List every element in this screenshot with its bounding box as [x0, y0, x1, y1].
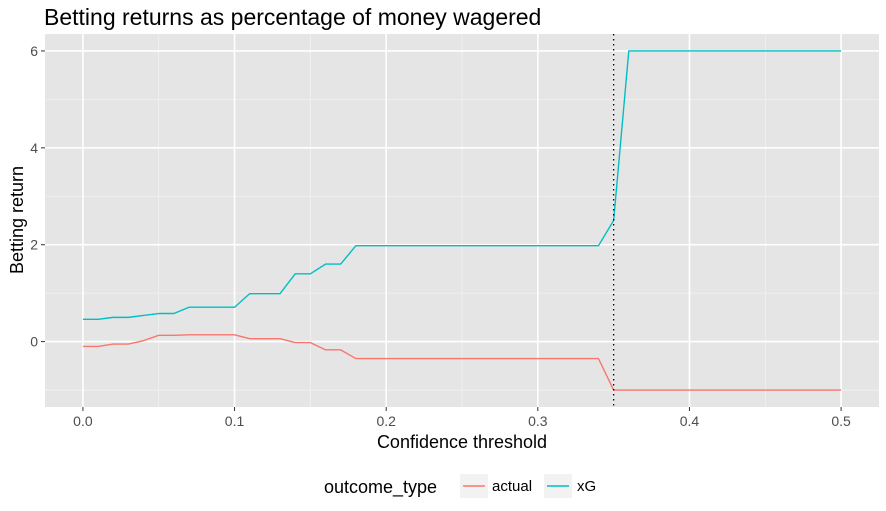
x-tick-label: 0.4 — [680, 413, 700, 429]
x-tick-label: 0.0 — [73, 413, 93, 429]
series-line-xG — [82, 50, 842, 321]
chart-title: Betting returns as percentage of money w… — [44, 4, 541, 30]
legend-title: outcome_type — [324, 477, 437, 498]
x-tick-label: 0.2 — [376, 413, 396, 429]
series-lines — [82, 50, 842, 391]
y-axis: 0 2 4 6 — [30, 43, 45, 350]
x-tick-label: 0.5 — [831, 413, 851, 429]
y-tick-label: 2 — [30, 237, 38, 253]
legend-label-actual: actual — [492, 478, 532, 495]
x-axis: 0.0 0.1 0.2 0.3 0.4 0.5 — [73, 407, 851, 429]
y-tick-label: 6 — [30, 43, 38, 59]
y-tick-label: 4 — [30, 140, 38, 156]
y-tick-label: 0 — [30, 334, 38, 350]
x-tick-label: 0.3 — [528, 413, 548, 429]
x-axis-title: Confidence threshold — [377, 432, 547, 452]
y-axis-title: Betting return — [7, 166, 27, 274]
legend-label-xG: xG — [577, 478, 596, 495]
series-line-actual — [82, 334, 842, 391]
legend: outcome_type actual xG — [324, 474, 596, 498]
x-tick-label: 0.1 — [225, 413, 245, 429]
